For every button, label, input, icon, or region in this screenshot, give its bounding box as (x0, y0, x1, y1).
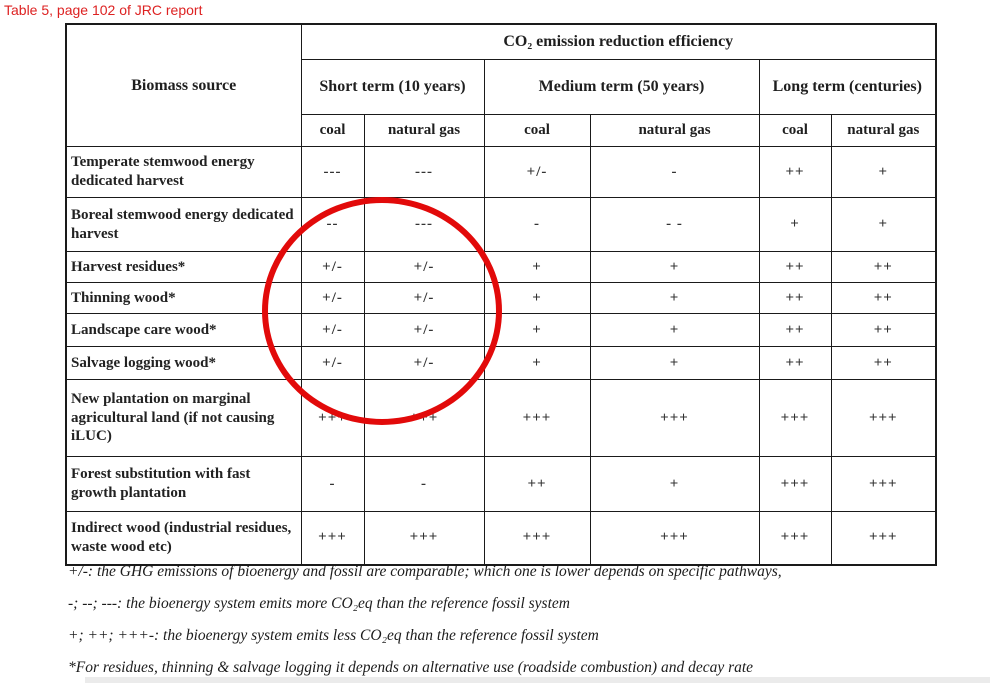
table-row: Thinning wood* +/- +/- + + ++ ++ (65, 282, 937, 314)
value-cell: --- (363, 146, 485, 198)
value-cell: + (830, 146, 937, 198)
value-cell: ++ (758, 313, 832, 347)
value-cell: + (483, 282, 591, 314)
table-body: Temperate stemwood energy dedicated harv… (65, 146, 937, 565)
biomass-source-cell: Forest substitution with fast growth pla… (65, 456, 302, 512)
value-cell: ++ (758, 282, 832, 314)
value-cell: +++ (758, 379, 832, 457)
value-cell: +++ (830, 511, 937, 565)
value-cell: +/- (300, 282, 365, 314)
table-row: Harvest residues* +/- +/- + + ++ ++ (65, 251, 937, 283)
col-group-long-term: Long term (centuries) (758, 59, 937, 115)
footnote-emits-less: +; ++; +++-: the bioenergy system emits … (68, 627, 599, 644)
value-cell: +++ (363, 511, 485, 565)
col-group-short-term: Short term (10 years) (300, 59, 485, 115)
value-cell: ++ (483, 456, 591, 512)
header-row-main: Biomass source CO₂ emission reduction ef… (65, 23, 937, 147)
value-cell: + (589, 251, 760, 283)
value-cell: - (483, 197, 591, 252)
value-cell: ++ (830, 251, 937, 283)
value-cell: +++ (300, 511, 365, 565)
value-cell: - (589, 146, 760, 198)
value-cell: +/- (300, 313, 365, 347)
value-cell: - - (589, 197, 760, 252)
value-cell: +++ (830, 456, 937, 512)
value-cell: +/- (300, 251, 365, 283)
biomass-source-cell: Boreal stemwood energy dedicated harvest (65, 197, 302, 252)
fuel-header-medium-coal: coal (483, 114, 591, 147)
value-cell: +++ (483, 379, 591, 457)
page-edge-strip (85, 677, 990, 683)
fuel-header-long-coal: coal (758, 114, 832, 147)
value-cell: --- (300, 146, 365, 198)
value-cell: + (483, 251, 591, 283)
footnote-residues: *For residues, thinning & salvage loggin… (68, 659, 754, 676)
value-cell: +++ (589, 379, 760, 457)
value-cell: - (300, 456, 365, 512)
value-cell: + (758, 197, 832, 252)
table-row: Indirect wood (industrial residues, wast… (65, 511, 937, 565)
value-cell: ++ (830, 346, 937, 380)
table-row: Temperate stemwood energy dedicated harv… (65, 146, 937, 198)
footnote-comparable: +/-: the GHG emissions of bioenergy and … (68, 563, 782, 580)
fuel-header-short-gas: natural gas (363, 114, 485, 147)
table-row: Landscape care wood* +/- +/- + + ++ ++ (65, 313, 937, 347)
value-cell: ++ (830, 313, 937, 347)
biomass-source-cell: New plantation on marginal agricultural … (65, 379, 302, 457)
value-cell: -- (300, 197, 365, 252)
value-cell: + (483, 313, 591, 347)
value-cell: + (483, 346, 591, 380)
value-cell: +++ (483, 511, 591, 565)
value-cell: +/- (363, 282, 485, 314)
header-row-terms: Short term (10 years) Medium term (50 ye… (66, 59, 937, 115)
table-row: New plantation on marginal agricultural … (65, 379, 937, 457)
main-header: CO₂ emission reduction efficiency (300, 23, 937, 60)
page-caption: Table 5, page 102 of JRC report (4, 2, 203, 18)
value-cell: + (589, 282, 760, 314)
value-cell: +++ (758, 511, 832, 565)
value-cell: ++ (758, 251, 832, 283)
value-cell: + (589, 313, 760, 347)
value-cell: + (589, 346, 760, 380)
value-cell: +/- (363, 313, 485, 347)
table-row: Salvage logging wood* +/- +/- + + ++ ++ (65, 346, 937, 380)
footnote-emits-more: -; --; ---: the bioenergy system emits m… (68, 595, 570, 612)
biomass-source-cell: Salvage logging wood* (65, 346, 302, 380)
biomass-source-cell: Indirect wood (industrial residues, wast… (65, 511, 302, 565)
header-row-fuels: coal natural gas coal natural gas coal n… (66, 114, 937, 147)
table-row: Forest substitution with fast growth pla… (65, 456, 937, 512)
biomass-source-cell: Harvest residues* (65, 251, 302, 283)
value-cell: +/- (363, 346, 485, 380)
col-group-medium-term: Medium term (50 years) (483, 59, 760, 115)
value-cell: --- (363, 197, 485, 252)
value-cell: +++ (363, 379, 485, 457)
value-cell: + (830, 197, 937, 252)
biomass-source-cell: Landscape care wood* (65, 313, 302, 347)
value-cell: ++ (758, 146, 832, 198)
value-cell: +++ (300, 379, 365, 457)
emission-efficiency-table: Biomass source CO₂ emission reduction ef… (65, 23, 938, 566)
value-cell: +++ (758, 456, 832, 512)
fuel-header-short-coal: coal (300, 114, 365, 147)
value-cell: +++ (830, 379, 937, 457)
value-cell: +/- (363, 251, 485, 283)
value-cell: ++ (758, 346, 832, 380)
biomass-source-header: Biomass source (65, 23, 302, 147)
value-cell: ++ (830, 282, 937, 314)
footnotes: +/-: the GHG emissions of bioenergy and … (68, 556, 968, 684)
value-cell: + (589, 456, 760, 512)
table-row: Boreal stemwood energy dedicated harvest… (65, 197, 937, 252)
fuel-header-long-gas: natural gas (830, 114, 937, 147)
value-cell: - (363, 456, 485, 512)
fuel-header-medium-gas: natural gas (589, 114, 760, 147)
value-cell: +++ (589, 511, 760, 565)
value-cell: +/- (300, 346, 365, 380)
biomass-source-cell: Thinning wood* (65, 282, 302, 314)
value-cell: +/- (483, 146, 591, 198)
biomass-source-cell: Temperate stemwood energy dedicated harv… (65, 146, 302, 198)
